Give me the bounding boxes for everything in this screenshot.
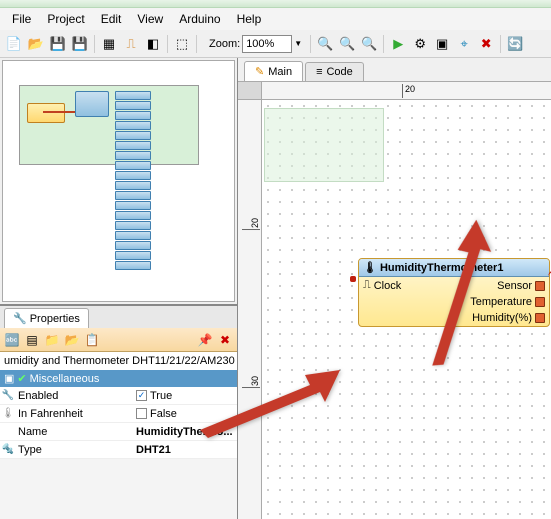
design-tabs: ✎ Main ≡ Code — [238, 58, 551, 82]
zoom-input[interactable]: 100% — [242, 35, 292, 53]
run-icon[interactable]: ▶ — [388, 34, 408, 54]
separator — [310, 35, 311, 53]
layout-icon[interactable]: ⬚ — [172, 34, 192, 54]
overview-thumbnail[interactable] — [2, 60, 235, 302]
save-icon[interactable]: 💾 — [48, 34, 68, 54]
separator — [94, 35, 95, 53]
prop-icon: 🔩 — [0, 444, 16, 455]
expand-icon[interactable]: 📂 — [63, 331, 81, 349]
tab-main[interactable]: ✎ Main — [244, 61, 303, 81]
new-icon[interactable]: 📄 — [4, 34, 24, 54]
ruler-horizontal: 20 — [262, 82, 551, 100]
prop-value[interactable]: HumidityThermo... — [136, 426, 237, 438]
align-icon[interactable]: ⎍ — [121, 34, 141, 54]
menu-arduino[interactable]: Arduino — [171, 10, 228, 28]
category-icon[interactable]: 📁 — [43, 331, 61, 349]
zoom-label: Zoom: — [209, 38, 240, 50]
group-ok-icon: ✔ — [17, 372, 26, 385]
design-area: ✎ Main ≡ Code 20 20 30 🌡 — [238, 58, 551, 519]
pin-icon[interactable]: 📌 — [196, 331, 214, 349]
menu-file[interactable]: File — [4, 10, 39, 28]
properties-group-header[interactable]: ▣ ✔ Miscellaneous — [0, 370, 237, 387]
refresh-icon[interactable]: 🔄 — [505, 34, 525, 54]
grid-icon[interactable]: ▦ — [99, 34, 119, 54]
open-icon[interactable]: 📂 — [26, 34, 46, 54]
collapse-icon[interactable]: 📋 — [83, 331, 101, 349]
prop-icon: 🔧 — [0, 390, 16, 401]
pin-humidity[interactable]: Humidity(%) — [472, 312, 545, 324]
pin-out-icon — [535, 297, 545, 307]
prop-icon: 🌡 — [0, 408, 16, 419]
overview-node — [75, 91, 109, 117]
ruler-tick: 20 — [242, 218, 260, 230]
zoom-in-icon[interactable]: 🔍 — [315, 34, 335, 54]
property-row-fahrenheit[interactable]: 🌡 In Fahrenheit False — [0, 405, 237, 423]
prop-name: Enabled — [16, 390, 136, 402]
ruler-corner — [238, 82, 262, 100]
sort-icon[interactable]: 🔤 — [3, 331, 21, 349]
separator — [196, 35, 197, 53]
main-toolbar: 📄 📂 💾 💾 ▦ ⎍ ◧ ⬚ Zoom: 100% ▼ 🔍 🔍 🔍 ▶ ⚙ ▣… — [0, 30, 551, 58]
properties-tab[interactable]: 🔧 Properties — [4, 308, 89, 328]
code-icon: ≡ — [316, 66, 322, 78]
overview-node — [27, 103, 65, 123]
component-header[interactable]: 🌡 HumidityThermometer1 — [359, 259, 549, 277]
separator — [167, 35, 168, 53]
pin-clock[interactable]: ⎍ Clock — [363, 279, 401, 292]
properties-panel: 🔧 Properties 🔤 ▤ 📁 📂 📋 📌 ✖ umidity and T… — [0, 304, 237, 519]
design-canvas[interactable]: 🌡 HumidityThermometer1 ⎍ Clock Sensor — [262, 100, 551, 519]
prop-name: Type — [16, 444, 136, 456]
collapse-group-icon: ▣ — [4, 372, 14, 385]
prop-value[interactable]: False — [136, 408, 237, 420]
filter-icon[interactable]: ▤ — [23, 331, 41, 349]
pin-connector[interactable] — [350, 276, 356, 282]
menu-bar: File Project Edit View Arduino Help — [0, 8, 551, 30]
prop-name: In Fahrenheit — [16, 408, 136, 420]
property-row-enabled[interactable]: 🔧 Enabled ✓True — [0, 387, 237, 405]
overview-wire — [43, 111, 75, 113]
locate-icon[interactable]: ⌖ — [454, 34, 474, 54]
selection-rect — [264, 108, 384, 182]
property-row-name[interactable]: Name HumidityThermo... — [0, 423, 237, 441]
snap-icon[interactable]: ◧ — [143, 34, 163, 54]
prop-value[interactable]: DHT21 — [136, 444, 237, 456]
pin-out-icon — [535, 313, 545, 323]
ruler-tick: 30 — [242, 376, 260, 388]
menu-edit[interactable]: Edit — [93, 10, 130, 28]
close-props-icon[interactable]: ✖ — [216, 331, 234, 349]
overview-viewport — [19, 85, 199, 165]
pencil-icon: ✎ — [255, 65, 264, 78]
chip-icon[interactable]: ▣ — [432, 34, 452, 54]
separator — [500, 35, 501, 53]
pin-temperature[interactable]: Temperature — [470, 296, 545, 308]
save-as-icon[interactable]: 💾 — [70, 34, 90, 54]
zoom-out-icon[interactable]: 🔍 — [337, 34, 357, 54]
wrench-icon: 🔧 — [13, 312, 27, 325]
zoom-dropdown-icon[interactable]: ▼ — [294, 39, 306, 48]
overview-stack — [115, 91, 151, 271]
left-panel: 🔧 Properties 🔤 ▤ 📁 📂 📋 📌 ✖ umidity and T… — [0, 58, 238, 519]
thermometer-icon: 🌡 — [363, 261, 377, 274]
menu-help[interactable]: Help — [229, 10, 270, 28]
zoom-fit-icon[interactable]: 🔍 — [359, 34, 379, 54]
menu-project[interactable]: Project — [39, 10, 92, 28]
menu-view[interactable]: View — [129, 10, 171, 28]
component-humidity-thermometer[interactable]: 🌡 HumidityThermometer1 ⎍ Clock Sensor — [358, 258, 550, 327]
ruler-vertical: 20 30 — [238, 100, 262, 519]
window-titlebar — [0, 0, 551, 8]
ruler-tick: 20 — [402, 84, 415, 98]
pin-out-icon — [535, 281, 545, 291]
properties-title: umidity and Thermometer DHT11/21/22/AM23… — [0, 352, 237, 370]
separator — [383, 35, 384, 53]
pin-sensor[interactable]: Sensor — [497, 280, 545, 292]
prop-name: Name — [16, 426, 136, 438]
prop-value[interactable]: ✓True — [136, 390, 237, 402]
canvas-container: 20 20 30 🌡 HumidityThermometer1 ⎍ — [238, 82, 551, 519]
properties-toolbar: 🔤 ▤ 📁 📂 📋 📌 ✖ — [0, 328, 237, 352]
settings-icon[interactable]: ⚙ — [410, 34, 430, 54]
delete-icon[interactable]: ✖ — [476, 34, 496, 54]
property-row-type[interactable]: 🔩 Type DHT21 — [0, 441, 237, 459]
tab-code[interactable]: ≡ Code — [305, 62, 364, 81]
clock-icon: ⎍ — [363, 279, 371, 292]
